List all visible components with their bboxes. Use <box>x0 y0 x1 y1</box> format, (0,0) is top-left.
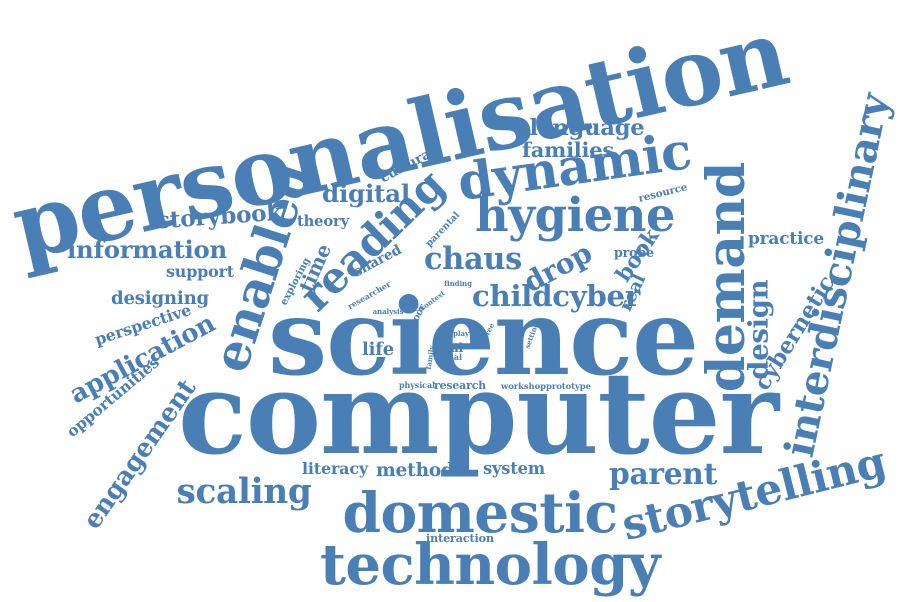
word-parent: parent <box>609 456 717 492</box>
word-probe: probe <box>614 244 654 260</box>
word-physical: physical <box>399 380 435 390</box>
word-computer: computer <box>178 346 779 480</box>
word-life: life <box>362 339 394 360</box>
word-finding: finding <box>444 278 472 288</box>
word-practice: practice <box>748 227 824 248</box>
word-domestic: domestic <box>342 479 618 545</box>
word-support: support <box>166 262 234 281</box>
word-theory: theory <box>297 212 349 230</box>
word-childcyber: childcyber <box>472 279 640 314</box>
word-digital: digital <box>322 178 410 208</box>
word-hygiene: hygiene <box>475 186 675 242</box>
word-interdisciplinary: interdisciplinary <box>774 89 899 461</box>
word-interaction: interaction <box>426 532 494 546</box>
word-oral: oral <box>437 341 463 355</box>
word-families: families <box>522 136 614 162</box>
word-workshopprototype: workshopprototype <box>501 380 591 391</box>
word-literacy: literacy <box>302 459 368 478</box>
word-space: space <box>401 303 423 313</box>
word-system: system <box>483 458 545 478</box>
word-technology: technology <box>320 531 661 598</box>
word-information: information <box>67 234 227 264</box>
word-designing: designing <box>111 288 209 309</box>
word-scaling: scaling <box>176 471 312 512</box>
word-research: research <box>434 378 486 392</box>
word-language: language <box>529 114 645 141</box>
word-play: play <box>453 328 469 338</box>
word-analysis: analysis <box>372 306 404 316</box>
word-chaus: chaus <box>424 240 522 277</box>
word-method: method <box>376 459 454 481</box>
word-science: science <box>268 275 699 400</box>
word-social: social <box>436 351 462 362</box>
